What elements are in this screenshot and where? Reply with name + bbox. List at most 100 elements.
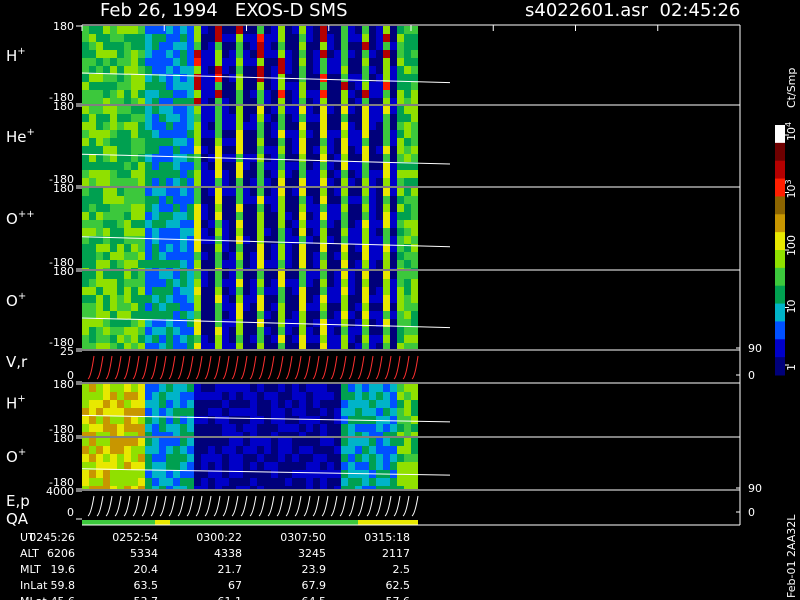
- spectrogram-cell: [215, 196, 222, 204]
- spectrogram-cell: [285, 196, 292, 204]
- spectrogram-cell: [404, 114, 411, 122]
- spectrogram-cell: [131, 122, 138, 130]
- spectrogram-cell: [285, 252, 292, 260]
- spectrogram-cell: [201, 446, 208, 454]
- spectrogram-cell: [194, 74, 201, 82]
- spectrogram-cell: [376, 303, 383, 311]
- spectrogram-cell: [187, 228, 194, 236]
- spectrogram-cell: [201, 438, 208, 446]
- spectrogram-cell: [348, 424, 355, 432]
- spectrogram-cell: [180, 446, 187, 454]
- spectrogram-cell: [180, 50, 187, 58]
- spectrogram-cell: [152, 220, 159, 228]
- spectrogram-cell: [243, 295, 250, 303]
- spectrogram-cell: [341, 66, 348, 74]
- spectrogram-cell: [82, 432, 89, 436]
- spectrogram-cell: [411, 220, 418, 228]
- spectrogram-cell: [271, 432, 278, 436]
- spectrogram-cell: [166, 416, 173, 424]
- spectrogram-cell: [362, 424, 369, 432]
- spectrogram-cell: [376, 196, 383, 204]
- spectrogram-cell: [110, 303, 117, 311]
- spectrogram-cell: [404, 106, 411, 114]
- spectrogram-cell: [362, 252, 369, 260]
- spectrogram-cell: [313, 74, 320, 82]
- spectrogram-cell: [348, 454, 355, 462]
- spectrogram-cell: [117, 268, 124, 269]
- spectrogram-cell: [201, 34, 208, 42]
- spectrogram-cell: [411, 470, 418, 478]
- spectrogram-cell: [124, 146, 131, 154]
- spectrogram-cell: [362, 335, 369, 343]
- spectrogram-cell: [173, 82, 180, 90]
- ephemeris-value: 5334: [130, 547, 158, 560]
- spectrogram-cell: [376, 252, 383, 260]
- spectrogram-cell: [299, 446, 306, 454]
- spectrogram-cell: [292, 98, 299, 104]
- spectrogram-cell: [124, 106, 131, 114]
- spectrogram-cell: [82, 252, 89, 260]
- spectrogram-cell: [215, 311, 222, 319]
- spectrogram-cell: [180, 204, 187, 212]
- spectrogram-cell: [376, 454, 383, 462]
- spectrogram-cell: [327, 26, 334, 34]
- spectrogram-cell: [229, 244, 236, 252]
- spectrogram-cell: [173, 122, 180, 130]
- spectrogram-cell: [397, 98, 404, 104]
- spectrogram-cell: [131, 138, 138, 146]
- spectrogram-cell: [383, 228, 390, 236]
- spectrogram-cell: [103, 74, 110, 82]
- spectrogram-cell: [334, 122, 341, 130]
- y-tick-label: 180: [53, 265, 74, 278]
- spectrogram-cell: [313, 98, 320, 104]
- spectrogram-cell: [138, 58, 145, 66]
- spectrogram-cell: [362, 486, 369, 489]
- spectrogram-cell: [383, 438, 390, 446]
- spectrogram-cell: [173, 252, 180, 260]
- spectrogram-cell: [215, 66, 222, 74]
- spectrogram-cell: [138, 279, 145, 287]
- spectrogram-cell: [96, 42, 103, 50]
- ephemeris-row-name: UT: [20, 531, 35, 544]
- spectrogram-cell: [404, 244, 411, 252]
- spectrogram-cell: [306, 58, 313, 66]
- spectrogram-cell: [201, 228, 208, 236]
- spectrogram-cell: [320, 295, 327, 303]
- spectrogram-cell: [131, 220, 138, 228]
- spectrogram-cell: [376, 400, 383, 408]
- spectrogram-cell: [341, 438, 348, 446]
- spectrogram-cell: [271, 50, 278, 58]
- spectrogram-cell: [131, 34, 138, 42]
- spectrogram-cell: [271, 196, 278, 204]
- spectrogram-cell: [201, 58, 208, 66]
- spectrogram-cell: [362, 146, 369, 154]
- spectrogram-cell: [243, 146, 250, 154]
- spectrogram-cell: [313, 162, 320, 170]
- spectrogram-cell: [369, 58, 376, 66]
- spectrogram-cell: [166, 252, 173, 260]
- spectrogram-cell: [306, 432, 313, 436]
- spectrogram-cell: [397, 114, 404, 122]
- spectrogram-cell: [243, 162, 250, 170]
- spectrogram-cell: [187, 42, 194, 50]
- spectrogram-cell: [229, 98, 236, 104]
- spectrogram-cell: [152, 486, 159, 489]
- spectrogram-cell: [411, 486, 418, 489]
- spectrogram-cell: [215, 478, 222, 486]
- spectrogram-cell: [103, 432, 110, 436]
- spectrogram-cell: [187, 271, 194, 279]
- spectrogram-cell: [369, 446, 376, 454]
- spectrogram-cell: [229, 303, 236, 311]
- spectrogram-cell: [222, 271, 229, 279]
- spectrogram-cell: [320, 58, 327, 66]
- spectrogram-cell: [117, 400, 124, 408]
- spectrogram-cell: [131, 98, 138, 104]
- spectrogram-cell: [96, 196, 103, 204]
- spectrogram-cell: [327, 34, 334, 42]
- spectrogram-cell: [222, 228, 229, 236]
- spectrogram-cell: [299, 319, 306, 327]
- spectrogram-cell: [236, 220, 243, 228]
- spectrogram-cell: [264, 252, 271, 260]
- spectrogram-cell: [166, 90, 173, 98]
- spectrogram-cell: [96, 244, 103, 252]
